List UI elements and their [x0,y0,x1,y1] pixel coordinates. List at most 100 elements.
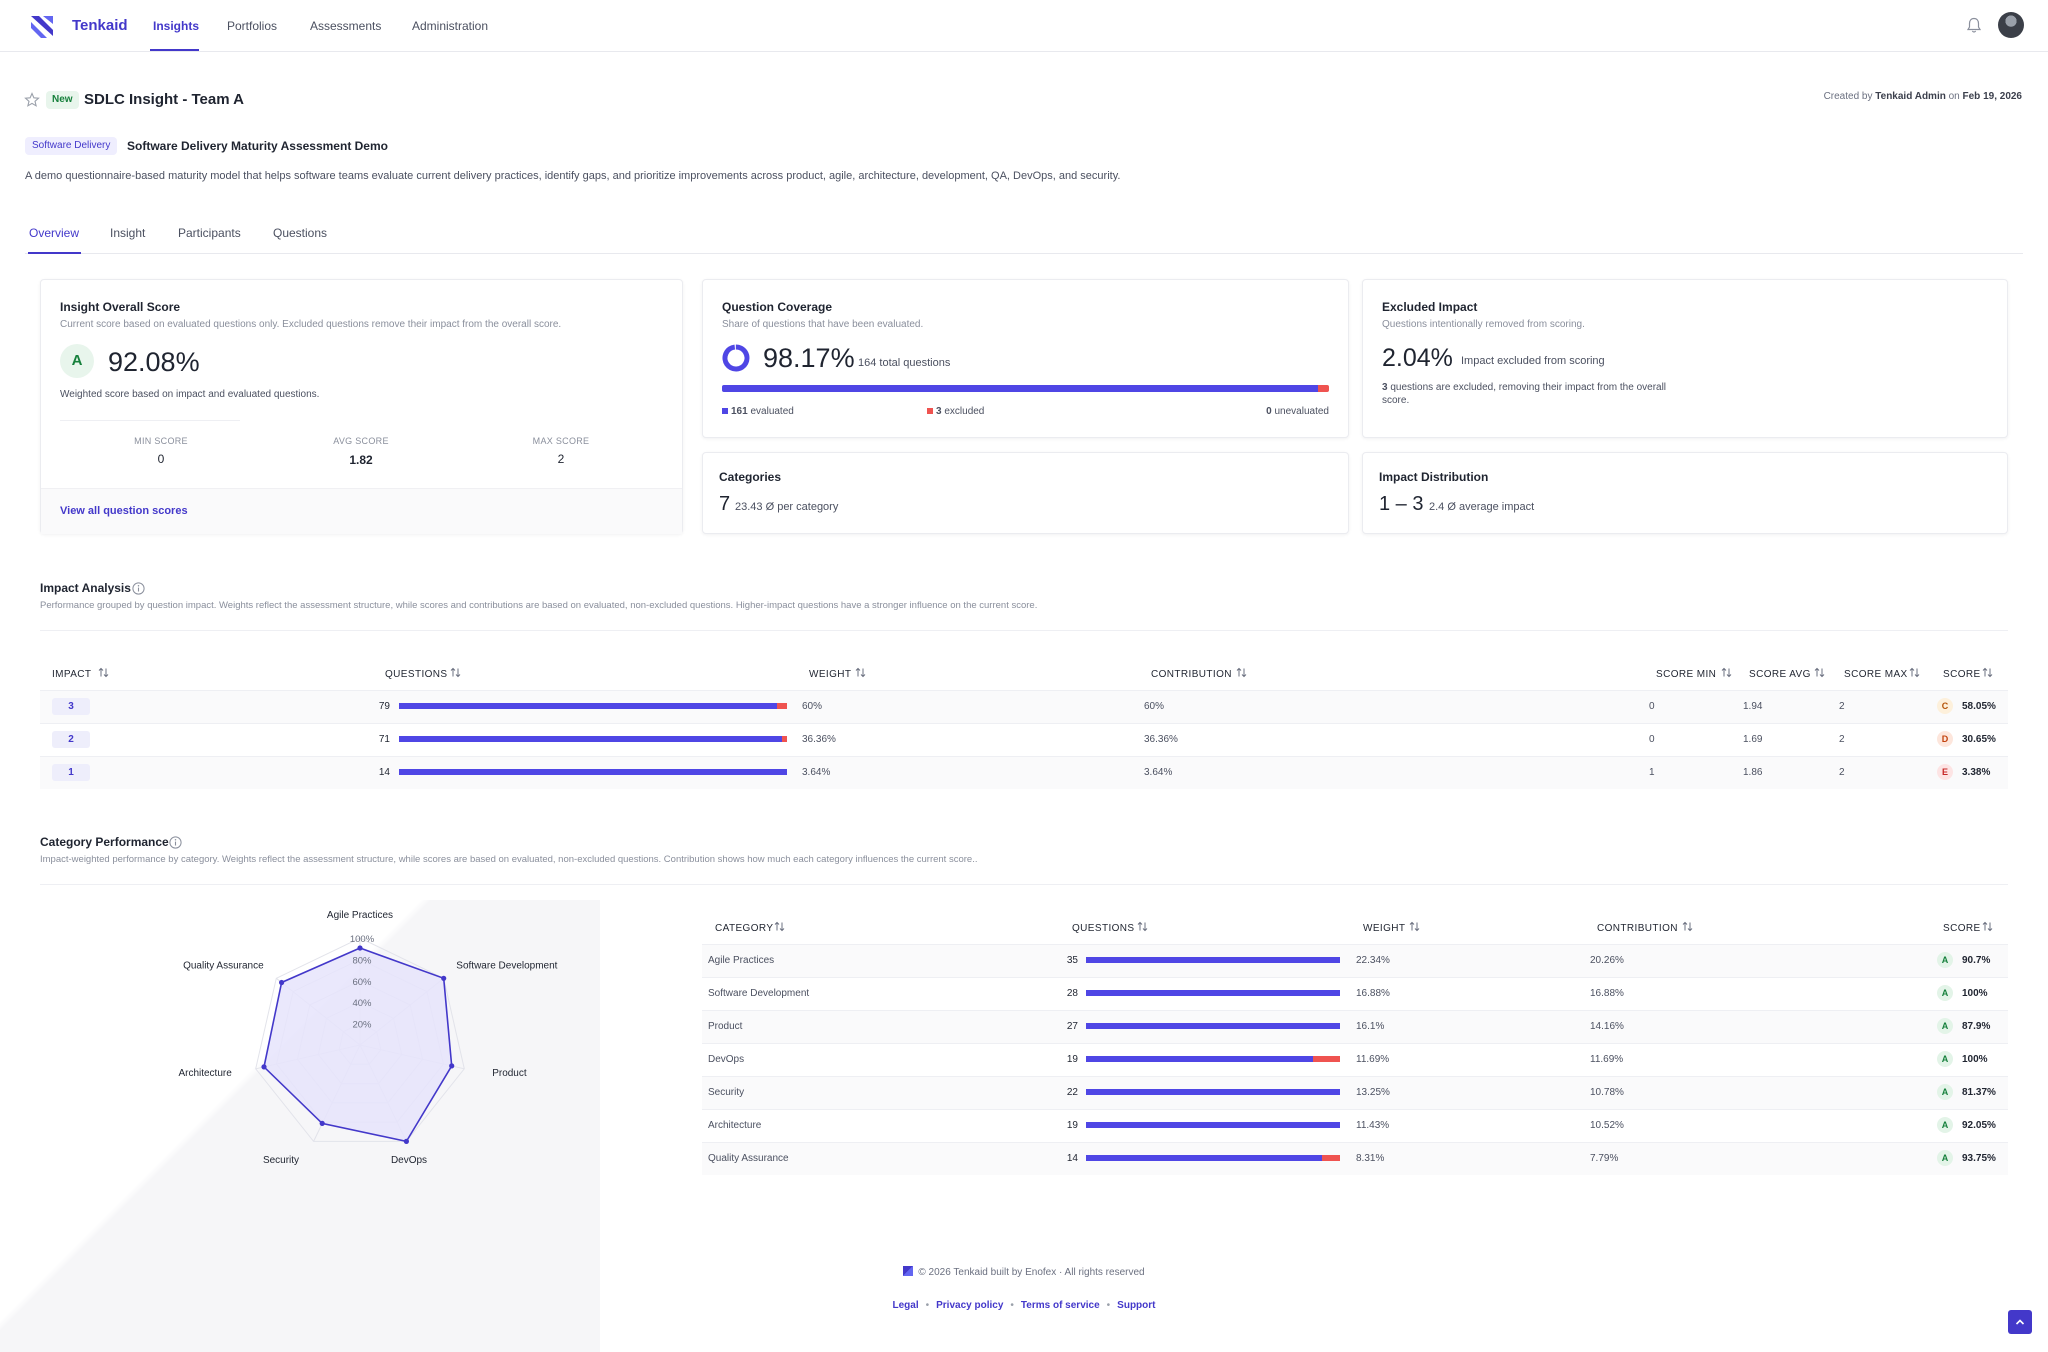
categories-value: 7 [719,493,731,515]
impact-table-header[interactable]: SCORE MAX [1844,669,1908,680]
coverage-evaluated-legend: 161 evaluated [722,406,794,417]
sort-icon[interactable] [1409,921,1420,932]
questions-count: 22 [1066,1087,1078,1098]
sort-icon[interactable] [1721,667,1732,678]
contribution-value: 16.88% [1590,988,1624,999]
score-value: 93.75% [1962,1153,1996,1164]
table-row[interactable] [702,1010,2008,1043]
questions-evaluated-bar [399,769,787,775]
questions-excluded-bar [777,703,787,709]
footer-link-support[interactable]: Support [1117,1300,1156,1311]
sort-icon[interactable] [1982,921,1993,932]
tenkaid-logo-icon[interactable] [29,14,55,38]
page-title: SDLC Insight - Team A [84,91,245,108]
overall-grade-badge: A [60,344,94,378]
category-table-header[interactable]: CATEGORY [715,923,774,934]
category-name[interactable]: Software Development [708,988,810,999]
nav-assessments[interactable]: Assessments [310,19,382,33]
table-row[interactable] [40,756,2008,789]
impact-level-tag: 2 [52,731,90,748]
brand-name[interactable]: Tenkaid [72,17,128,34]
table-row[interactable] [702,977,2008,1010]
avg-score-value: 1.82 [349,453,373,467]
table-row[interactable] [702,1076,2008,1109]
nav-administration[interactable]: Administration [412,19,489,33]
impact-table-header[interactable]: WEIGHT [809,669,852,680]
sort-icon[interactable] [1814,667,1825,678]
footer-link-privacy[interactable]: Privacy policy [936,1300,1004,1311]
contribution-value: 3.64% [1144,767,1173,778]
coverage-unevaluated-legend: 0 unevaluated [1266,406,1329,417]
notification-bell-icon[interactable] [1966,17,1982,34]
impact-table-header[interactable]: SCORE MIN [1656,669,1717,680]
category-name[interactable]: Security [708,1087,745,1098]
sort-icon[interactable] [98,667,109,678]
footer-link-legal[interactable]: Legal [892,1300,919,1311]
favorite-star-icon[interactable] [24,92,40,108]
tab-questions[interactable]: Questions [273,226,328,240]
sort-icon[interactable] [450,667,461,678]
contribution-value: 20.26% [1590,955,1624,966]
score-grade-badge: C [1937,698,1953,714]
impact-table-header[interactable]: QUESTIONS [385,669,448,680]
new-badge: New [46,91,79,109]
score-max-value: 2 [1839,767,1845,778]
tab-overview[interactable]: Overview [29,226,80,240]
scroll-to-top-button[interactable] [2008,1310,2032,1334]
questions-count: 19 [1066,1054,1078,1065]
category-table-header[interactable]: CONTRIBUTION [1597,923,1678,934]
tab-insight[interactable]: Insight [110,226,146,240]
table-row[interactable] [40,690,2008,723]
impact-table-header[interactable]: CONTRIBUTION [1151,669,1232,680]
category-name[interactable]: DevOps [708,1054,745,1065]
category-name[interactable]: Agile Practices [708,955,775,966]
nav-insights[interactable]: Insights [153,19,200,33]
user-avatar[interactable] [1998,12,2024,38]
impact-analysis-subtitle: Performance grouped by question impact. … [40,600,1038,611]
category-name[interactable]: Product [708,1021,743,1032]
info-icon[interactable] [132,582,145,595]
weight-value: 11.43% [1356,1120,1390,1131]
score-value: 3.38% [1962,767,1991,778]
sort-icon[interactable] [1137,921,1148,932]
impact-table-header[interactable]: IMPACT [52,669,92,680]
nav-portfolios[interactable]: Portfolios [227,19,278,33]
table-row[interactable] [702,944,2008,977]
impact-analysis-divider [40,630,2008,631]
table-row[interactable] [40,723,2008,756]
category-name[interactable]: Architecture [708,1120,762,1131]
questions-evaluated-bar [1086,1089,1340,1095]
radar-axis-label: Product [492,1068,527,1079]
tab-active-indicator [28,252,81,254]
category-table-header[interactable]: WEIGHT [1363,923,1406,934]
category-table-header[interactable]: QUESTIONS [1072,923,1135,934]
evaluated-label: evaluated [750,406,794,417]
category-name[interactable]: Quality Assurance [708,1153,789,1164]
sort-icon[interactable] [1982,667,1993,678]
created-date: Feb 19, 2026 [1962,91,2022,102]
sort-icon[interactable] [855,667,866,678]
score-min-value: 0 [1649,701,1655,712]
radar-axis-label: Software Development [456,961,557,972]
view-all-question-scores-link[interactable]: View all question scores [60,505,188,517]
sort-icon[interactable] [1682,921,1693,932]
category-table-header[interactable]: SCORE [1943,923,1981,934]
impact-analysis-title: Impact Analysis [40,581,131,595]
table-row[interactable] [702,1043,2008,1076]
radar-axis-label: Agile Practices [327,910,393,921]
questions-count: 35 [1066,955,1078,966]
excluded-note-count: 3 [1382,382,1388,393]
coverage-excluded-legend: 3 excluded [927,406,984,417]
score-value: 30.65% [1962,734,1996,745]
footer-link-terms[interactable]: Terms of service [1020,1300,1100,1311]
info-icon[interactable] [169,836,182,849]
radar-tick-label: 40% [352,998,372,1009]
tab-participants[interactable]: Participants [178,226,241,240]
sort-icon[interactable] [1236,667,1247,678]
sort-icon[interactable] [774,921,785,932]
table-row[interactable] [702,1109,2008,1142]
table-row[interactable] [702,1142,2008,1175]
sort-icon[interactable] [1909,667,1920,678]
impact-table-header[interactable]: SCORE [1943,669,1981,680]
impact-table-header[interactable]: SCORE AVG [1749,669,1811,680]
